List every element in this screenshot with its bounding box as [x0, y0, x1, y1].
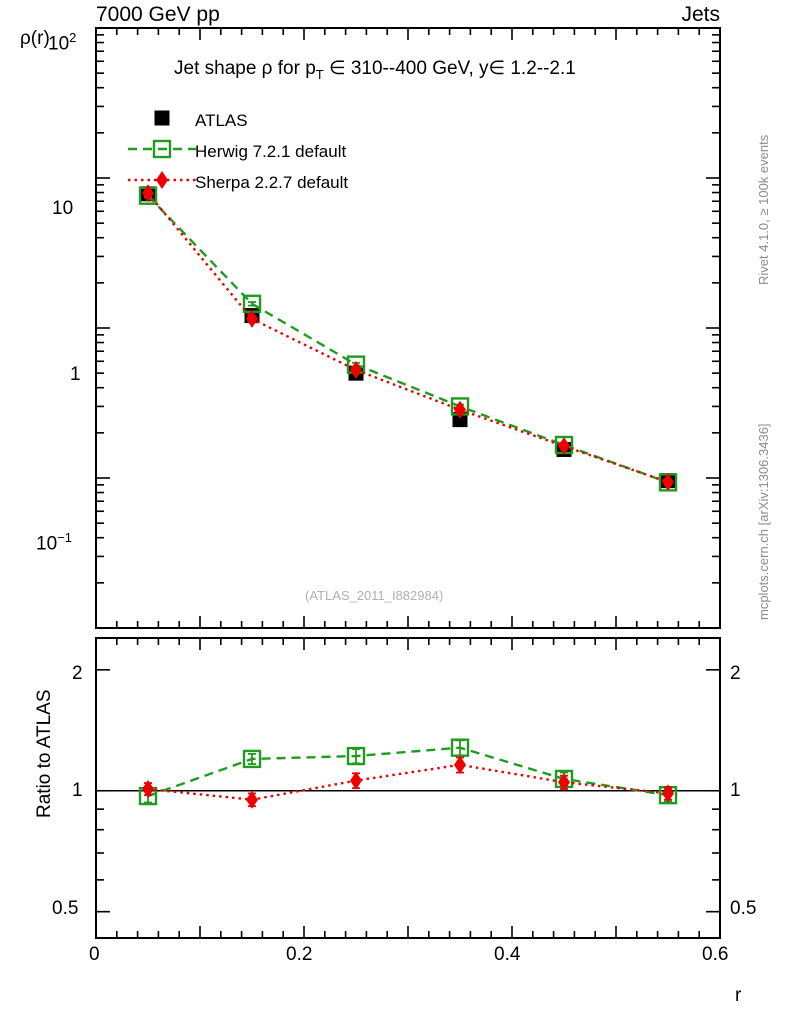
ratio-data-point	[246, 790, 258, 809]
plot-title: Jet shape ρ for pT ∈ 310--400 GeV, y∈ 1.…	[174, 57, 576, 82]
y-tick-label-ratio-0: 2	[72, 663, 83, 684]
legend-label-atlas: ATLAS	[195, 111, 248, 130]
ratio-data-point	[242, 749, 262, 769]
y-tick-label-main-2: 1	[70, 364, 81, 385]
header-left: 7000 GeV pp	[96, 3, 220, 26]
legend-label-herwig: Herwig 7.2.1 default	[195, 142, 347, 161]
axis-frames	[95, 27, 721, 939]
data-point	[662, 473, 674, 492]
title-prefix: Jet shape	[174, 58, 262, 79]
ratio-data-point	[346, 746, 366, 766]
x-tick-label-2: 0.4	[494, 944, 521, 965]
y-tick-label-main-3: 10−1	[36, 530, 72, 555]
data-point	[558, 437, 570, 456]
legend-markers	[128, 110, 196, 189]
title-tail: ∈ 310--400 GeV, y∈ 1.2--2.1	[323, 58, 576, 79]
ratio-data-point	[454, 755, 466, 774]
y-tick-label-main-0: 102	[48, 30, 77, 55]
legend-marker-2	[156, 171, 168, 189]
data-point	[452, 412, 468, 428]
legend-marker-1	[152, 139, 172, 159]
ratio-data-point	[558, 773, 570, 792]
data-point	[350, 360, 362, 379]
legend-label-sherpa: Sherpa 2.2.7 default	[195, 173, 349, 192]
panel-frame-ratio	[95, 637, 721, 939]
title-subscript: T	[315, 66, 324, 82]
main-panel-series	[138, 184, 678, 492]
y-tick-label-ratio-1: 1	[72, 780, 83, 801]
series-line-2	[147, 192, 669, 484]
x-tick-label-1: 0.2	[286, 944, 313, 965]
y-tick-label-ratio-right-2: 0.5	[730, 898, 757, 919]
data-point	[454, 400, 466, 419]
y-tick-label-ratio-right-1: 1	[730, 780, 741, 801]
ratio-data-point	[142, 780, 154, 799]
header-right: Jets	[681, 3, 720, 26]
data-point	[142, 184, 154, 203]
x-tick-label-0: 0	[89, 944, 100, 965]
y-axis-label-main: ρ(r)	[20, 28, 50, 49]
ratio-data-point	[450, 738, 470, 757]
series-line-1	[147, 194, 669, 484]
ratio-data-point	[662, 784, 674, 803]
x-axis-label: r	[735, 985, 742, 1006]
watermark: (ATLAS_2011_I882984)	[305, 588, 444, 603]
x-tick-label-3: 0.6	[702, 944, 729, 965]
title-rho: ρ	[261, 58, 273, 79]
y-tick-label-ratio-2: 0.5	[52, 898, 79, 919]
ratio-panel-series	[138, 738, 678, 809]
panel-frame-main	[95, 27, 721, 629]
title-mid: for p	[272, 58, 316, 79]
ratio-data-point	[350, 771, 362, 790]
axis-ticks	[95, 27, 721, 938]
legend-marker-0	[154, 110, 170, 126]
ratio-line-0	[147, 746, 669, 798]
y-tick-label-main-1: 10	[52, 198, 74, 219]
y-tick-label-ratio-right-0: 2	[730, 663, 741, 684]
data-point	[246, 309, 258, 328]
